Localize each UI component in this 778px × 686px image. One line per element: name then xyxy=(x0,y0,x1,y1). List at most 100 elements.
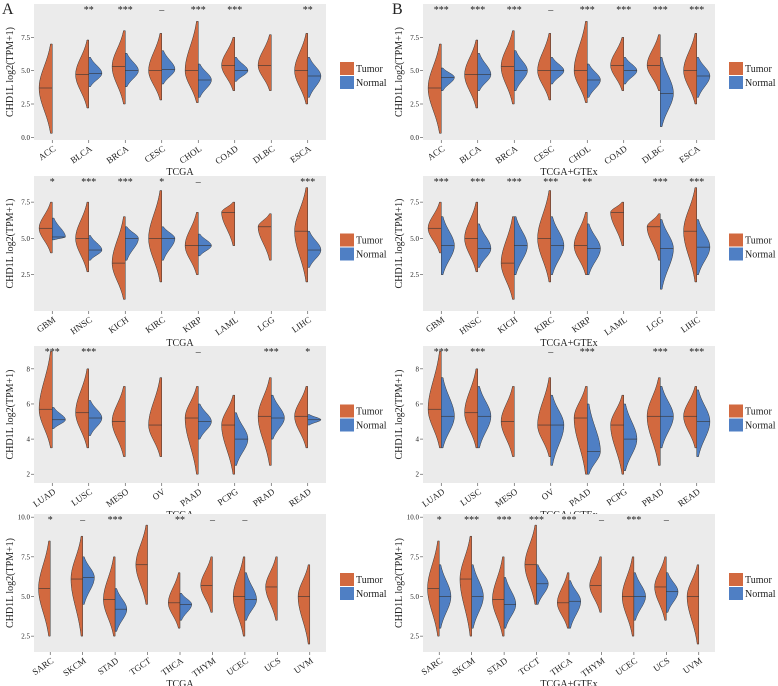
half-violin xyxy=(427,201,442,254)
x-tick-label: KICH xyxy=(496,314,520,335)
half-violin xyxy=(75,368,89,449)
significance-label: * xyxy=(437,515,442,526)
significance-label: – xyxy=(209,515,216,526)
x-tick-label: CHOL xyxy=(567,143,593,165)
half-violin xyxy=(88,235,103,261)
legend-label: Tumor xyxy=(745,64,773,75)
legend-label: Tumor xyxy=(356,236,384,247)
half-violin xyxy=(464,201,478,273)
y-tick-label: 7.5 xyxy=(410,199,419,207)
half-violin xyxy=(573,212,588,275)
x-tick-label: SARC xyxy=(419,655,444,677)
x-tick-label: PAAD xyxy=(567,486,593,508)
y-tick-label: 5.0 xyxy=(410,235,419,243)
half-violin xyxy=(148,33,162,101)
x-tick-label: GBM xyxy=(424,314,447,334)
half-violin xyxy=(660,219,674,290)
significance-label: ** xyxy=(84,5,94,16)
x-tick-label: BRCA xyxy=(494,143,520,166)
y-tick-label: 2.5 xyxy=(410,101,419,109)
legend-swatch xyxy=(729,247,743,261)
half-violin xyxy=(38,351,53,449)
half-violin xyxy=(257,377,272,466)
x-tick-label: COAD xyxy=(602,143,629,166)
half-violin xyxy=(111,216,126,300)
half-violin xyxy=(537,33,551,101)
legend-swatch xyxy=(729,233,743,247)
half-violin xyxy=(125,53,139,87)
y-axis-label: CHD1L log2(TPM+1) xyxy=(5,27,16,117)
half-violin xyxy=(646,213,661,261)
legend-label: Normal xyxy=(356,589,387,600)
x-tick-label: LUAD xyxy=(31,486,58,509)
x-tick-label: UCS xyxy=(262,655,282,673)
legend-swatch xyxy=(340,573,354,586)
y-tick-label: 0.0 xyxy=(21,134,30,142)
half-violin xyxy=(257,34,272,91)
significance-label: *** xyxy=(580,347,595,358)
y-tick-label: 2.5 xyxy=(21,271,30,279)
significance-label: *** xyxy=(497,515,512,526)
half-violin xyxy=(646,377,661,466)
half-violin xyxy=(623,403,638,471)
significance-label: * xyxy=(48,515,53,526)
half-violin xyxy=(234,57,249,82)
significance-label: ** xyxy=(175,515,185,526)
legend-swatch xyxy=(729,418,743,432)
x-tick-label: PCPG xyxy=(605,486,630,507)
y-tick-label: 10.0 xyxy=(407,514,420,522)
x-tick-label: PRAD xyxy=(640,486,666,508)
x-tick-label: LGG xyxy=(645,314,666,333)
legend-swatch xyxy=(729,404,743,418)
half-violin xyxy=(557,572,570,629)
y-tick-label: 5.0 xyxy=(21,235,30,243)
half-violin xyxy=(297,564,311,645)
legend-label: Normal xyxy=(745,421,776,432)
half-violin xyxy=(161,50,176,85)
x-tick-label: ESCA xyxy=(288,143,313,165)
significance-label: – xyxy=(547,347,554,358)
significance-label: *** xyxy=(580,5,595,16)
half-violin xyxy=(568,580,581,629)
half-violin xyxy=(477,223,492,268)
significance-label: *** xyxy=(118,5,133,16)
y-axis-label: CHD1L log2(TPM+1) xyxy=(394,538,405,628)
x-tick-label: UCEC xyxy=(225,655,250,677)
half-violin xyxy=(244,572,257,621)
significance-label: *** xyxy=(562,515,577,526)
significance-label: *** xyxy=(434,5,449,16)
x-tick-label: COAD xyxy=(213,143,240,166)
half-violin xyxy=(221,394,235,475)
half-violin xyxy=(52,407,66,429)
half-violin xyxy=(198,233,212,257)
significance-label: *** xyxy=(118,177,133,188)
significance-label: – xyxy=(547,5,554,16)
panel-label: A xyxy=(2,1,14,18)
legend-label: Tumor xyxy=(745,407,773,418)
significance-label: *** xyxy=(653,5,668,16)
half-violin xyxy=(52,217,66,241)
half-violin xyxy=(307,230,322,268)
x-tick-label: KIRC xyxy=(144,314,167,335)
x-tick-label: DLBC xyxy=(640,143,665,165)
y-tick-label: 5.0 xyxy=(21,67,30,75)
x-axis-label: TCGA xyxy=(166,338,194,349)
y-tick-label: 7.5 xyxy=(21,199,30,207)
half-violin xyxy=(550,394,565,466)
x-tick-label: ESCA xyxy=(677,143,702,165)
legend-label: Normal xyxy=(356,421,387,432)
half-violin xyxy=(610,37,624,91)
x-tick-label: KIRC xyxy=(533,314,556,335)
x-axis-label: TCGA+GTEx xyxy=(540,679,597,686)
half-violin xyxy=(464,368,478,449)
legend-swatch xyxy=(340,587,354,600)
x-tick-label: LAML xyxy=(213,314,240,337)
half-violin xyxy=(500,216,515,300)
y-tick-label: 8 xyxy=(416,365,420,373)
half-violin xyxy=(221,201,235,246)
x-tick-label: LIHC xyxy=(290,314,313,334)
x-tick-label: BLCA xyxy=(457,143,483,165)
legend-swatch xyxy=(340,418,354,432)
significance-label: *** xyxy=(543,177,558,188)
x-tick-label: PAAD xyxy=(178,486,204,508)
